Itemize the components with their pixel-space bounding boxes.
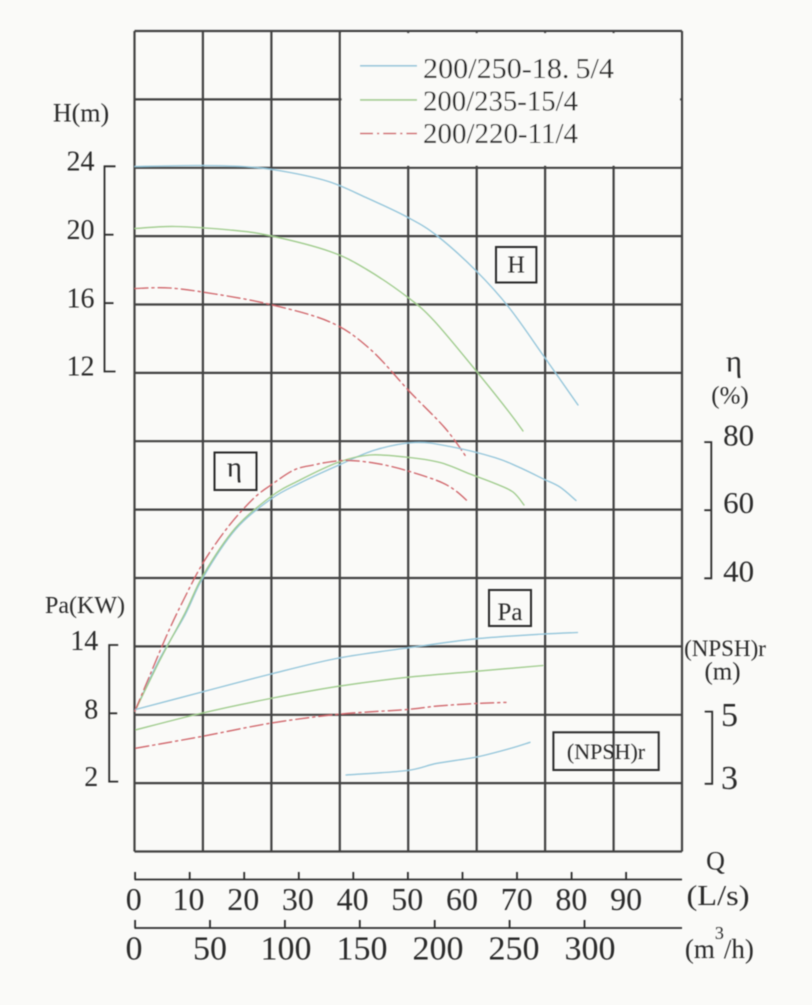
svg-text:50: 50 [391,881,423,917]
svg-text:200: 200 [413,931,464,968]
svg-text:100: 100 [261,931,312,968]
svg-text:250: 250 [489,931,540,968]
svg-text:H: H [508,253,525,279]
svg-text:Pa(KW): Pa(KW) [45,593,125,619]
svg-text:2: 2 [84,762,98,793]
svg-text:η: η [726,344,742,379]
svg-text:300: 300 [565,931,616,968]
svg-text:η: η [227,452,242,484]
svg-text:0: 0 [126,881,142,917]
svg-text:200/235-15/4: 200/235-15/4 [423,86,578,118]
svg-text:200/250-18. 5/4: 200/250-18. 5/4 [423,53,615,85]
svg-text:(%): (%) [711,383,748,410]
svg-text:80: 80 [555,881,587,917]
svg-text:16: 16 [67,283,95,314]
svg-text:90: 90 [610,881,642,917]
svg-text:5: 5 [721,697,738,734]
svg-text:8: 8 [84,694,98,725]
svg-text:20: 20 [227,881,259,917]
svg-text:10: 10 [173,881,205,917]
svg-text:Pa: Pa [498,599,523,626]
svg-text:40: 40 [337,881,369,917]
svg-text:60: 60 [446,881,478,917]
svg-text:H(m): H(m) [53,99,109,128]
svg-text:40: 40 [723,554,754,589]
svg-text:12: 12 [67,352,95,383]
svg-text:20: 20 [67,215,95,246]
svg-text:(m): (m) [704,659,740,686]
svg-text:Q: Q [706,847,725,876]
svg-text:(NPSH)r: (NPSH)r [684,636,766,661]
svg-text:3: 3 [721,760,738,797]
svg-text:60: 60 [723,485,754,520]
svg-text:0: 0 [126,931,143,968]
svg-text:50: 50 [193,931,227,968]
svg-text:24: 24 [67,147,95,178]
svg-text:150: 150 [337,931,388,968]
svg-text:(L/s): (L/s) [687,881,750,912]
svg-text:70: 70 [501,881,533,917]
svg-text:80: 80 [723,418,754,453]
svg-text:30: 30 [282,881,314,917]
svg-text:(NPSH)r: (NPSH)r [567,739,646,764]
svg-text:14: 14 [70,626,98,657]
svg-text:200/220-11/4: 200/220-11/4 [423,118,578,150]
